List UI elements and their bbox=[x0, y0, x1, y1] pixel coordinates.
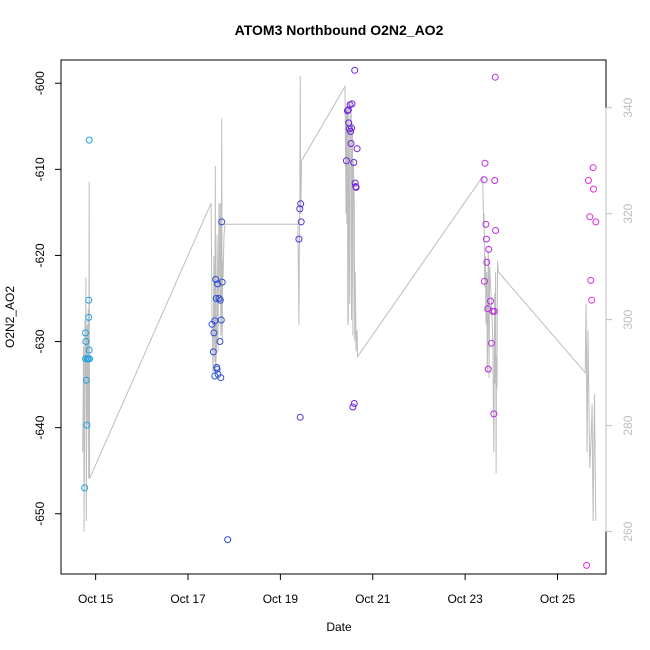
x-tick-label: Oct 17 bbox=[170, 592, 206, 606]
series-points-group bbox=[81, 66, 600, 569]
data-point bbox=[482, 220, 490, 228]
x-tick-label: Oct 23 bbox=[447, 592, 483, 606]
data-point bbox=[85, 313, 93, 321]
data-point bbox=[295, 235, 303, 243]
data-point bbox=[349, 403, 357, 411]
data-point bbox=[586, 213, 594, 221]
data-point bbox=[482, 235, 490, 243]
data-point bbox=[296, 205, 304, 213]
data-point bbox=[343, 107, 351, 115]
data-point bbox=[82, 329, 89, 337]
data-point bbox=[342, 157, 350, 165]
data-point bbox=[587, 276, 595, 284]
data-point bbox=[347, 140, 355, 147]
data-point bbox=[210, 329, 218, 337]
data-point bbox=[588, 296, 596, 304]
y-tick-label: -650 bbox=[33, 501, 47, 525]
data-point bbox=[216, 338, 224, 345]
data-point bbox=[491, 177, 499, 184]
data-point bbox=[82, 338, 90, 345]
data-point bbox=[211, 317, 219, 325]
data-point bbox=[83, 421, 91, 429]
data-point bbox=[480, 176, 488, 184]
plot-frame bbox=[60, 59, 607, 575]
chart-title: ATOM3 Northbound O2N2_AO2 bbox=[235, 22, 444, 38]
data-point bbox=[353, 145, 361, 153]
data-point bbox=[492, 227, 500, 234]
data-point bbox=[224, 536, 232, 544]
data-point bbox=[217, 374, 225, 382]
x-axis-label: Date bbox=[326, 620, 352, 634]
data-point bbox=[350, 159, 358, 166]
x-tick-label: Oct 15 bbox=[78, 592, 114, 606]
data-point bbox=[85, 296, 93, 304]
data-point bbox=[213, 365, 221, 373]
data-point bbox=[350, 400, 358, 407]
data-point bbox=[218, 278, 226, 286]
data-point bbox=[590, 185, 597, 193]
y-tick-label: -640 bbox=[33, 415, 47, 439]
y-tick-label: -610 bbox=[33, 157, 47, 181]
data-point bbox=[488, 339, 495, 347]
data-point bbox=[491, 73, 499, 81]
y-tick-label: -620 bbox=[33, 243, 47, 267]
data-point bbox=[297, 200, 305, 208]
data-point bbox=[485, 245, 493, 253]
data-point bbox=[483, 258, 491, 266]
y2-tick-label: 260 bbox=[621, 521, 635, 541]
data-point bbox=[592, 218, 600, 226]
data-point bbox=[218, 218, 226, 226]
data-point bbox=[589, 164, 597, 172]
y-tick-label: -600 bbox=[33, 71, 47, 95]
data-point bbox=[484, 365, 492, 373]
data-point bbox=[348, 124, 355, 132]
data-point bbox=[481, 277, 488, 285]
series-line-right bbox=[82, 75, 597, 532]
x-tick-label: Oct 21 bbox=[355, 592, 391, 606]
y-axis: -650 -640 -630 -620 -610 -600 bbox=[33, 71, 62, 526]
data-point bbox=[297, 218, 305, 226]
data-point bbox=[490, 307, 498, 315]
y2-tick-label: 300 bbox=[621, 309, 635, 329]
y2-tick-label: 280 bbox=[621, 415, 635, 435]
y2-tick-label: 320 bbox=[621, 203, 635, 223]
x-tick-label: Oct 25 bbox=[540, 592, 576, 606]
x-axis: Oct 15 Oct 17 Oct 19 Oct 21 Oct 23 Oct 25 bbox=[78, 573, 576, 606]
data-point bbox=[351, 66, 359, 74]
data-point bbox=[351, 179, 359, 187]
data-point bbox=[584, 177, 592, 184]
data-point bbox=[214, 280, 222, 288]
data-point bbox=[212, 276, 220, 283]
data-point bbox=[216, 296, 224, 304]
data-point bbox=[215, 295, 223, 302]
data-point bbox=[85, 346, 93, 354]
data-point bbox=[296, 413, 304, 421]
data-point bbox=[85, 136, 93, 144]
data-point bbox=[347, 128, 355, 135]
y2-tick-label: 340 bbox=[621, 97, 635, 117]
data-point bbox=[209, 348, 217, 356]
data-point bbox=[81, 484, 89, 492]
data-point bbox=[86, 355, 94, 363]
data-point bbox=[481, 159, 489, 167]
data-point bbox=[348, 100, 356, 108]
data-point bbox=[490, 410, 498, 418]
data-point bbox=[583, 561, 591, 569]
data-point bbox=[352, 183, 360, 191]
x-tick-label: Oct 19 bbox=[263, 592, 299, 606]
series-line-group bbox=[82, 75, 597, 532]
data-point bbox=[212, 295, 220, 302]
y-axis-label: O2N2_AO2 bbox=[3, 286, 17, 348]
y2-axis: 260 280 300 320 340 bbox=[605, 97, 635, 542]
data-point bbox=[487, 297, 494, 305]
y-tick-label: -630 bbox=[33, 329, 47, 353]
data-point bbox=[82, 376, 90, 384]
data-point bbox=[217, 316, 225, 324]
